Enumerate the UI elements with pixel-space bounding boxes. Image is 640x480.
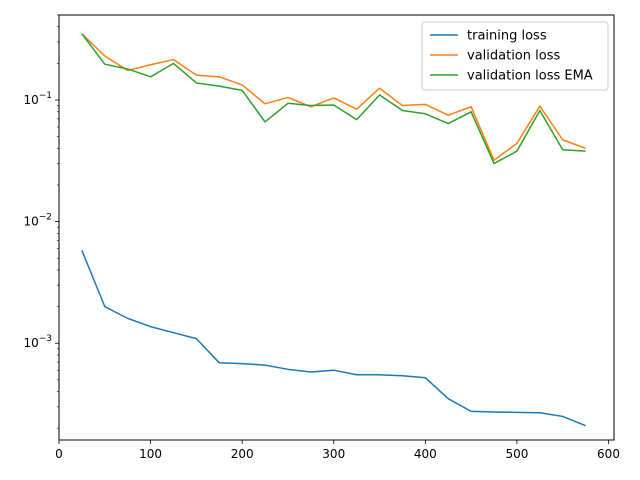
y-axis: 10−3 10−2 10−1 [23, 14, 59, 429]
series-line-1 [81, 33, 586, 161]
y-tick-exponent-2: −1 [39, 91, 52, 101]
plot-frame [58, 14, 615, 441]
legend: training loss validation loss validation l… [421, 21, 609, 91]
x-axis: 0 100 200 300 400 500 600 [55, 440, 620, 461]
series-line-2 [81, 33, 586, 165]
x-tick-label-3: 300 [322, 447, 345, 461]
x-tick-label-1: 100 [139, 447, 162, 461]
y-tick-exponent-1: −2 [39, 213, 52, 223]
y-tick-label-0: 10−3 [23, 334, 52, 350]
x-tick-label-4: 400 [414, 447, 437, 461]
x-tick-label-2: 200 [231, 447, 254, 461]
legend-label-1: validation loss [467, 49, 560, 64]
y-tick-label-2: 10−1 [23, 91, 52, 107]
x-tick-label-5: 500 [505, 447, 528, 461]
legend-label-2: validation loss EMA [467, 69, 593, 84]
y-tick-exponent-0: −3 [39, 334, 52, 344]
y-tick-label-1: 10−2 [23, 213, 52, 229]
series-line-0 [81, 250, 586, 427]
legend-label-0: training loss [467, 29, 547, 44]
series-layer [81, 33, 586, 427]
legend-box [421, 21, 609, 91]
x-tick-label-0: 0 [55, 447, 63, 461]
x-tick-label-6: 600 [597, 447, 620, 461]
